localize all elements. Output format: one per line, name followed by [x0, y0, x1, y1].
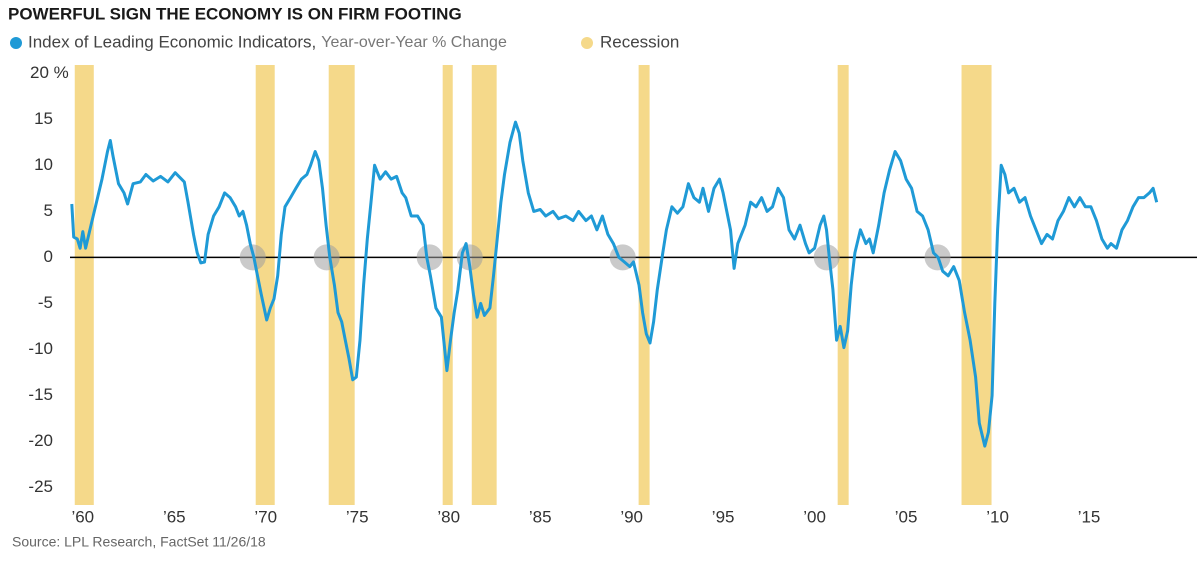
y-tick-label: 5: [44, 201, 53, 220]
y-tick-label: -15: [28, 385, 53, 404]
legend-marker: [10, 37, 22, 49]
recession-band: [442, 65, 453, 505]
y-tick-label: -20: [28, 431, 53, 450]
y-tick-label: -10: [28, 339, 53, 358]
chart-title: POWERFUL SIGN THE ECONOMY IS ON FIRM FOO…: [8, 4, 462, 23]
x-tick-label: ’05: [895, 507, 918, 526]
y-tick-label: 0: [44, 247, 53, 266]
y-tick-label: 20 %: [30, 63, 69, 82]
y-tick-label: 10: [34, 155, 53, 174]
legend-label: Index of Leading Economic Indicators,: [28, 32, 316, 51]
x-tick-label: ’80: [437, 507, 460, 526]
y-tick-label: -5: [38, 293, 53, 312]
legend-label-detail: Year-over-Year % Change: [321, 34, 507, 51]
recession-band: [961, 65, 992, 505]
x-tick-label: ’70: [254, 507, 277, 526]
source-note: Source: LPL Research, FactSet 11/26/18: [12, 534, 266, 550]
legend-marker: [581, 37, 593, 49]
x-tick-label: ’85: [529, 507, 552, 526]
recession-band: [328, 65, 355, 505]
x-tick-label: ’10: [986, 507, 1009, 526]
highlight-circle: [813, 244, 840, 271]
x-tick-label: ’75: [346, 507, 369, 526]
recession-band: [837, 65, 849, 505]
x-tick-label: ’65: [163, 507, 186, 526]
x-tick-label: ’15: [1078, 507, 1101, 526]
x-tick-label: ’95: [712, 507, 735, 526]
highlight-circle: [416, 244, 443, 271]
legend-label: Recession: [600, 32, 679, 51]
series-line: [70, 120, 1159, 448]
x-tick-label: ’90: [620, 507, 643, 526]
x-tick-label: ’00: [803, 507, 826, 526]
recession-band: [255, 65, 275, 505]
recession-band: [74, 65, 94, 505]
x-tick-label: ’60: [71, 507, 94, 526]
y-tick-label: 15: [34, 109, 53, 128]
recession-band: [638, 65, 650, 505]
y-tick-label: -25: [28, 477, 53, 496]
highlight-circle: [313, 244, 340, 271]
